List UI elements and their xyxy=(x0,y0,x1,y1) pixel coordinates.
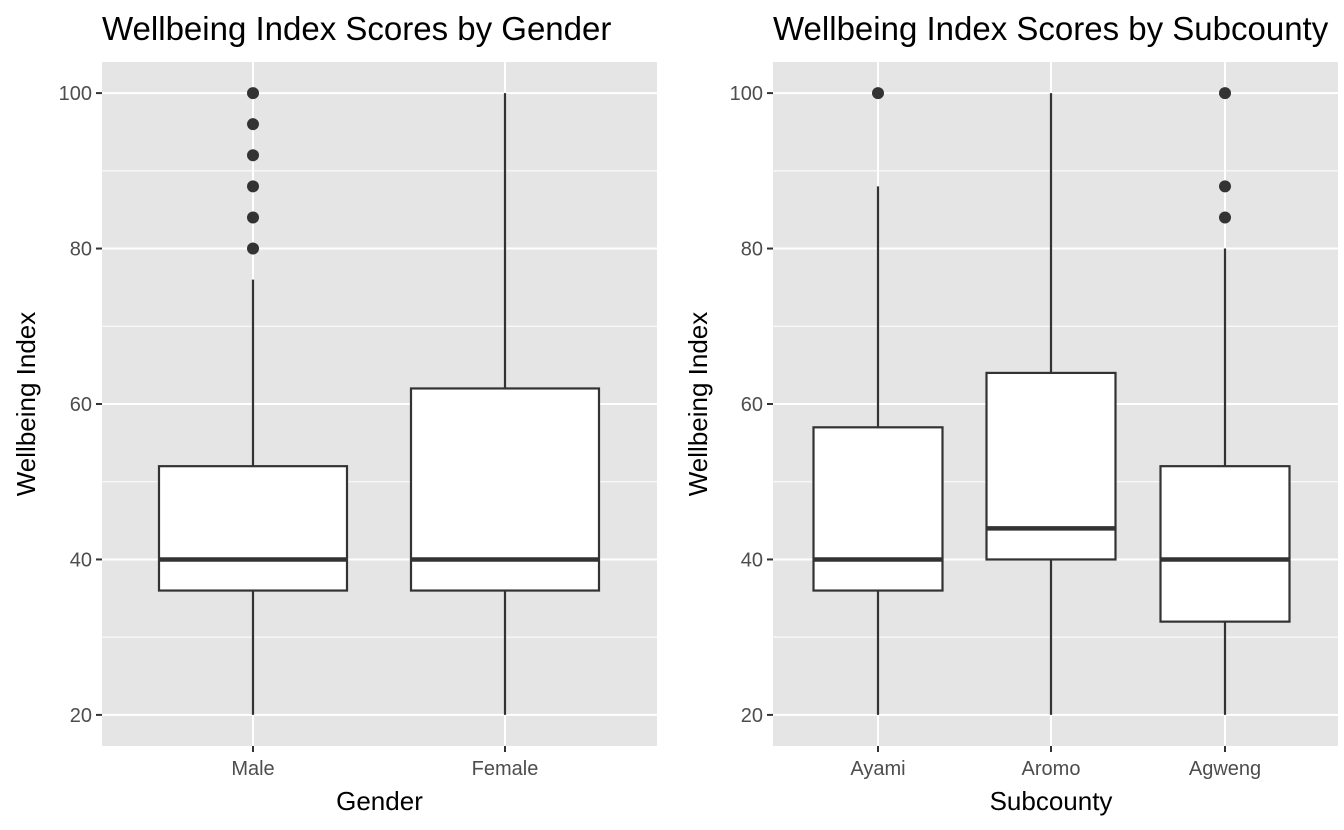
box-iqr xyxy=(812,426,944,592)
x-tick-label: Female xyxy=(472,758,539,780)
y-tick-label: 40 xyxy=(70,549,92,571)
x-tick-label: Ayami xyxy=(850,758,905,780)
outlier-point xyxy=(247,180,259,193)
outlier-point xyxy=(247,118,259,131)
y-tick-label: 20 xyxy=(70,705,92,727)
chart-title: Wellbeing Index Scores by Gender xyxy=(102,10,611,47)
box-iqr xyxy=(409,387,601,592)
boxes xyxy=(812,87,1291,715)
outlier-point xyxy=(247,242,259,255)
y-axis-title: Wellbeing Index xyxy=(11,312,41,497)
outlier-point xyxy=(1219,87,1231,100)
chart-title: Wellbeing Index Scores by Subcounty xyxy=(773,10,1329,47)
x-axis: Ayami Aromo Agweng xyxy=(850,746,1261,780)
outlier-point xyxy=(247,87,259,100)
outlier-point xyxy=(1219,180,1231,193)
y-tick-label: 40 xyxy=(741,549,763,571)
y-tick-label: 60 xyxy=(70,394,92,416)
y-tick-label: 80 xyxy=(741,239,763,261)
boxes xyxy=(157,87,601,715)
x-tick-label: Aromo xyxy=(1022,758,1081,780)
box-iqr xyxy=(985,371,1117,561)
box-iqr xyxy=(157,465,349,592)
subcounty-boxplot-panel: Wellbeing Index Scores by Subcounty 20 40… xyxy=(683,10,1338,816)
gender-boxplot-panel: Wellbeing Index Scores by Gender 20 40 60 8… xyxy=(11,10,657,816)
box-iqr xyxy=(1159,465,1291,623)
outlier-point xyxy=(1219,211,1231,224)
y-tick-label: 60 xyxy=(741,394,763,416)
y-axis: 20 40 60 80 100 xyxy=(59,83,102,727)
outlier-point xyxy=(872,87,884,100)
y-tick-label: 80 xyxy=(70,239,92,261)
outlier-point xyxy=(247,211,259,224)
x-tick-label: Male xyxy=(231,758,274,780)
y-tick-label: 20 xyxy=(741,705,763,727)
y-axis-title: Wellbeing Index xyxy=(683,312,713,497)
y-axis: 20 40 60 80 100 xyxy=(730,83,773,727)
x-axis: Male Female xyxy=(231,746,538,780)
x-tick-label: Agweng xyxy=(1189,758,1261,780)
y-tick-label: 100 xyxy=(730,83,763,105)
y-tick-label: 100 xyxy=(59,83,92,105)
x-axis-title: Gender xyxy=(336,786,423,816)
x-axis-title: Subcounty xyxy=(990,786,1113,816)
outlier-point xyxy=(247,149,259,162)
